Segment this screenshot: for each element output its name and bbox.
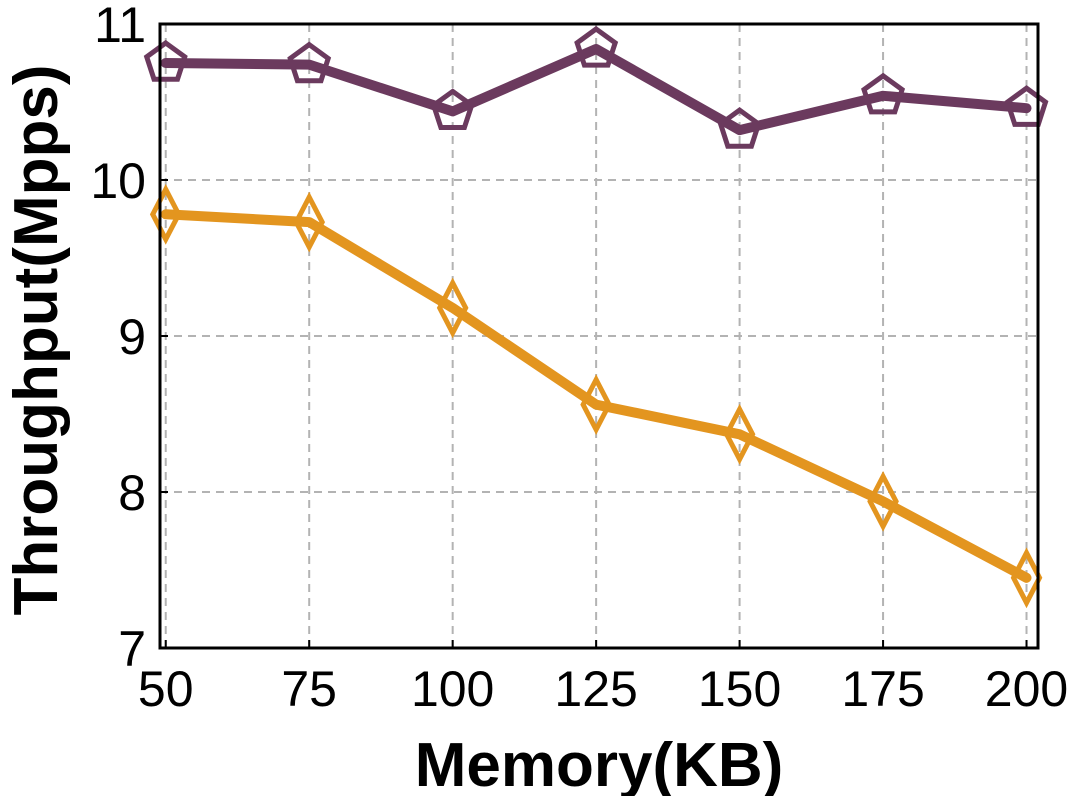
data-point [1004, 85, 1049, 127]
data-point [867, 470, 899, 532]
data-point [149, 183, 182, 245]
data-point [574, 25, 619, 68]
x-axis-title: Memory(KB) [415, 731, 784, 796]
x-tick-label: 175 [841, 661, 924, 717]
data-point [293, 191, 326, 253]
series-0 [143, 25, 1049, 149]
ticks: 50 75 100 125 150 175 200 7 8 9 10 11 [90, 0, 1068, 717]
y-tick-label: 8 [118, 465, 146, 521]
x-tick-label: 150 [698, 661, 781, 717]
x-tick-label: 50 [138, 661, 194, 717]
x-tick-label: 125 [554, 661, 637, 717]
series-1 [149, 183, 1043, 609]
data-point [143, 39, 188, 82]
x-tick-label: 75 [281, 661, 337, 717]
y-tick-label: 10 [90, 153, 146, 209]
series-layer [143, 25, 1049, 609]
data-point [430, 88, 475, 130]
y-tick-label: 11 [94, 0, 146, 53]
y-tick-label: 9 [118, 309, 146, 365]
y-axis-title: Throughput(Mpps) [2, 65, 71, 616]
series-line [160, 209, 1032, 583]
data-point [723, 403, 756, 465]
y-tick-label: 7 [118, 621, 146, 677]
data-point [580, 374, 612, 436]
data-point [861, 72, 906, 115]
data-point [287, 41, 332, 84]
data-point [436, 277, 469, 339]
data-point [1010, 547, 1043, 609]
grid [160, 23, 1038, 649]
data-point [717, 107, 762, 149]
x-tick-label: 100 [411, 661, 494, 717]
x-tick-label: 200 [985, 661, 1068, 717]
series-line [160, 44, 1032, 136]
